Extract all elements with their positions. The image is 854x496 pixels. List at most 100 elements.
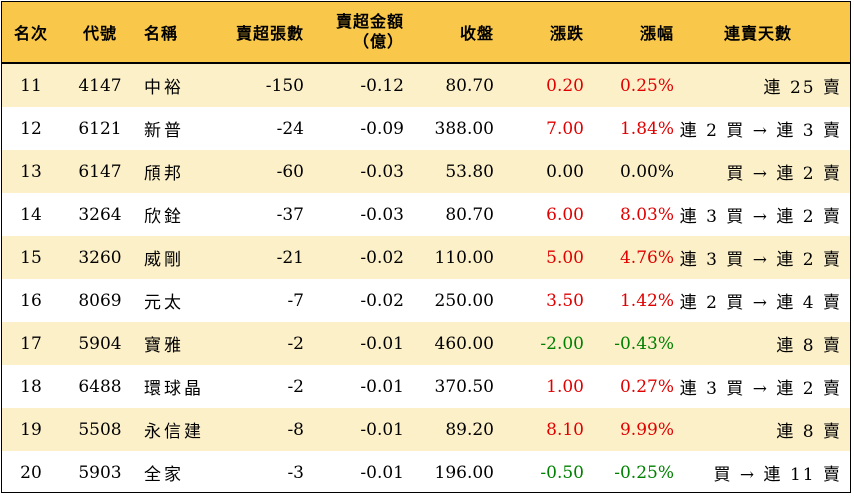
name-cell: 威剛 xyxy=(144,250,184,270)
code-cell: 8069 xyxy=(78,290,122,311)
header-net-sell-amount-unit: （億） xyxy=(352,32,404,51)
net-sell-amount-cell: -0.01 xyxy=(360,462,404,483)
close-cell: 53.80 xyxy=(445,161,494,182)
close-cell: 110.00 xyxy=(434,247,494,268)
streak-cell: 連 8 賣 xyxy=(776,336,842,356)
change-cell: 0.20 xyxy=(546,75,584,96)
change-cell: -2.00 xyxy=(540,333,584,354)
net-sell-lots-cell: -37 xyxy=(276,204,304,225)
streak-cell: 買 → 連 2 賣 xyxy=(726,164,842,184)
change-pct-cell: 0.25% xyxy=(619,75,674,96)
close-cell: 80.70 xyxy=(445,204,494,225)
change-pct-cell: 0.00% xyxy=(619,161,674,182)
header-rank: 名次 xyxy=(13,24,48,43)
net-sell-amount-cell: -0.03 xyxy=(360,204,404,225)
net-sell-lots-cell: -24 xyxy=(276,118,304,139)
close-cell: 80.70 xyxy=(445,75,494,96)
close-cell: 196.00 xyxy=(434,462,494,483)
header-change: 漲跌 xyxy=(549,24,584,43)
net-sell-amount-cell: -0.02 xyxy=(360,247,404,268)
net-sell-amount-cell: -0.12 xyxy=(360,75,404,96)
name-cell: 元太 xyxy=(144,293,184,313)
code-cell: 6488 xyxy=(78,376,122,397)
code-cell: 5508 xyxy=(78,419,122,440)
streak-cell: 連 8 賣 xyxy=(776,422,842,442)
code-cell: 5904 xyxy=(78,333,122,354)
net-sell-amount-cell: -0.02 xyxy=(360,290,404,311)
rank-cell: 12 xyxy=(20,118,42,139)
change-cell: 6.00 xyxy=(546,204,584,225)
change-cell: 8.10 xyxy=(546,419,584,440)
name-cell: 寶雅 xyxy=(144,336,184,356)
code-cell: 3260 xyxy=(78,247,122,268)
code-cell: 5903 xyxy=(78,462,122,483)
net-sell-lots-cell: -2 xyxy=(287,333,304,354)
streak-cell: 連 3 買 → 連 2 賣 xyxy=(679,250,842,270)
change-pct-cell: -0.25% xyxy=(614,462,674,483)
net-sell-lots-cell: -2 xyxy=(287,376,304,397)
change-pct-cell: 4.76% xyxy=(619,247,674,268)
rank-cell: 14 xyxy=(20,204,42,225)
change-pct-cell: 1.84% xyxy=(619,118,674,139)
change-cell: 1.00 xyxy=(546,376,584,397)
change-cell: 5.00 xyxy=(546,247,584,268)
name-cell: 欣銓 xyxy=(144,207,184,227)
net-sell-lots-cell: -21 xyxy=(276,247,304,268)
header-net-sell-amount-label: 賣超金額 xyxy=(335,12,404,31)
change-cell: 7.00 xyxy=(546,118,584,139)
net-sell-lots-cell: -7 xyxy=(287,290,304,311)
streak-cell: 連 25 賣 xyxy=(763,78,842,98)
name-cell: 新普 xyxy=(144,121,184,141)
table-row: 16 8069 元太 -7 -0.02 250.00 3.50 1.42% 連 2 買 → 連 … xyxy=(2,279,850,322)
rank-cell: 11 xyxy=(20,75,42,96)
header-name: 名稱 xyxy=(144,24,179,43)
net-sell-amount-cell: -0.01 xyxy=(360,376,404,397)
streak-cell: 買 → 連 11 賣 xyxy=(713,465,842,485)
table-row: 18 6488 環球晶 -2 -0.01 370.50 1.00 0.27% 連 3 買 → 連… xyxy=(2,365,850,408)
close-cell: 250.00 xyxy=(434,290,494,311)
change-pct-cell: 1.42% xyxy=(619,290,674,311)
table-row: 19 5508 永信建 -8 -0.01 89.20 8.10 9.99% 連 8 賣 xyxy=(2,408,850,451)
table-row: 14 3264 欣銓 -37 -0.03 80.70 6.00 8.03% 連 3 買 → 連 … xyxy=(2,193,850,236)
net-sell-lots-cell: -60 xyxy=(276,161,304,182)
table-row: 11 4147 中裕 -150 -0.12 80.70 0.20 0.25% 連 25 賣 xyxy=(2,64,850,107)
net-sell-amount-cell: -0.01 xyxy=(360,419,404,440)
net-sell-lots-cell: -8 xyxy=(287,419,304,440)
name-cell: 環球晶 xyxy=(144,379,204,399)
rank-cell: 18 xyxy=(20,376,42,397)
header-close: 收盤 xyxy=(459,24,494,43)
net-sell-lots-cell: -150 xyxy=(265,75,304,96)
streak-cell: 連 3 買 → 連 2 賣 xyxy=(679,379,842,399)
streak-cell: 連 2 買 → 連 4 賣 xyxy=(679,293,842,313)
net-sell-lots-cell: -3 xyxy=(287,462,304,483)
header-streak: 連賣天數 xyxy=(723,24,792,43)
rank-cell: 17 xyxy=(20,333,42,354)
code-cell: 3264 xyxy=(78,204,122,225)
rank-cell: 15 xyxy=(20,247,42,268)
close-cell: 460.00 xyxy=(434,333,494,354)
streak-cell: 連 2 買 → 連 3 賣 xyxy=(679,121,842,141)
rank-cell: 19 xyxy=(20,419,42,440)
net-sell-amount-cell: -0.09 xyxy=(360,118,404,139)
table-row: 20 5903 全家 -3 -0.01 196.00 -0.50 -0.25% 買 → 連 11… xyxy=(2,451,850,492)
change-pct-cell: 0.27% xyxy=(619,376,674,397)
table-header: 名次 代號 名稱 賣超張數 賣超金額 （億） 收盤 漲跌 漲幅 連賣天數 xyxy=(2,2,850,64)
change-cell: 0.00 xyxy=(546,161,584,182)
name-cell: 永信建 xyxy=(144,422,204,442)
code-cell: 6147 xyxy=(78,161,122,182)
table-row: 13 6147 頎邦 -60 -0.03 53.80 0.00 0.00% 買 → 連 2 賣 xyxy=(2,150,850,193)
rank-cell: 20 xyxy=(20,462,42,483)
change-cell: -0.50 xyxy=(540,462,584,483)
header-net-sell-lots: 賣超張數 xyxy=(235,24,304,43)
name-cell: 全家 xyxy=(144,465,184,485)
table-row: 15 3260 威剛 -21 -0.02 110.00 5.00 4.76% 連 3 買 → 連… xyxy=(2,236,850,279)
rank-cell: 16 xyxy=(20,290,42,311)
close-cell: 388.00 xyxy=(434,118,494,139)
change-cell: 3.50 xyxy=(546,290,584,311)
table-row: 12 6121 新普 -24 -0.09 388.00 7.00 1.84% 連 2 買 → 連… xyxy=(2,107,850,150)
code-cell: 6121 xyxy=(78,118,122,139)
header-code: 代號 xyxy=(82,24,117,43)
header-net-sell-amount: 賣超金額 （億） xyxy=(304,2,404,62)
code-cell: 4147 xyxy=(78,75,122,96)
close-cell: 89.20 xyxy=(445,419,494,440)
